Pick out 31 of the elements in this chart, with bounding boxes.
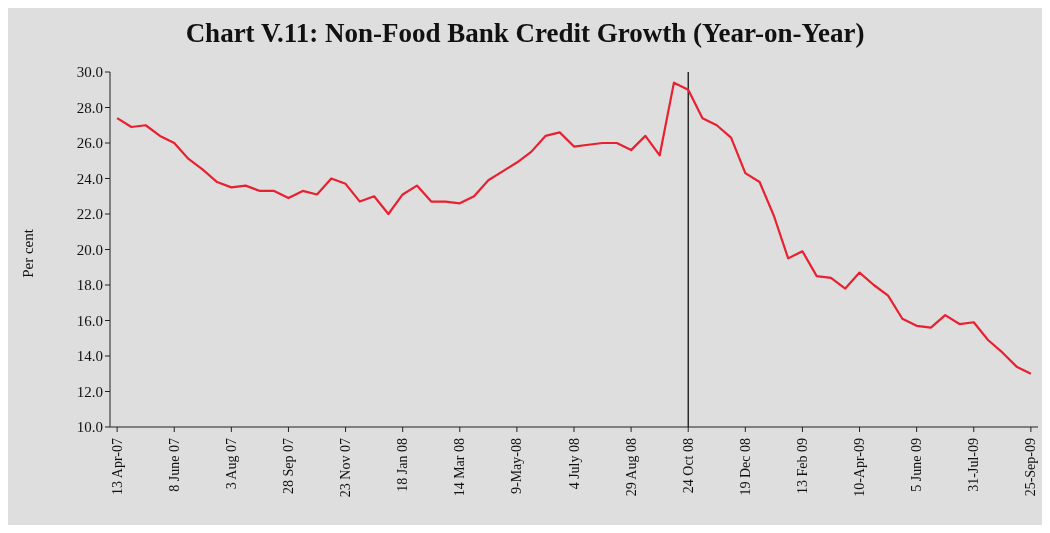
y-tick-label: 22.0 (76, 206, 103, 223)
x-tick-label: 24 Oct 08 (680, 438, 696, 494)
y-tick-label: 10.0 (76, 419, 103, 436)
chart-title: Chart V.11: Non-Food Bank Credit Growth (Year-on-Year) (184, 17, 866, 50)
x-tick-label: 10-Apr-09 (852, 438, 868, 497)
y-tick-label: 20.0 (76, 241, 103, 258)
y-tick-label: 26.0 (76, 135, 103, 152)
y-tick-label: 30.0 (76, 64, 103, 81)
x-tick-label: 5 June 09 (909, 438, 925, 492)
y-tick-label: 28.0 (76, 99, 103, 116)
x-tick-label: 9-May-08 (509, 438, 525, 494)
x-tick-label: 3 Aug 07 (223, 438, 239, 490)
x-tick-label: 4 July 08 (566, 438, 582, 490)
y-tick-label: 16.0 (76, 312, 103, 329)
x-tick-label: 25-Sep-09 (1023, 438, 1039, 497)
x-tick-label: 28 Sep 07 (280, 438, 296, 494)
x-tick-label: 31-Jul-09 (966, 438, 982, 492)
x-tick-label: 14 Mar 08 (452, 438, 468, 497)
y-tick-label: 14.0 (76, 348, 103, 365)
y-tick-label: 12.0 (76, 383, 103, 400)
x-tick-label: 13 Apr-07 (109, 438, 125, 495)
y-tick-label: 24.0 (76, 170, 103, 187)
x-tick-label: 18 Jan 08 (395, 438, 411, 492)
x-tick-label: 8 June 07 (166, 438, 182, 492)
y-tick-label: 18.0 (76, 277, 103, 294)
x-tick-label: 19 Dec 08 (737, 438, 753, 496)
x-tick-label: 13 Feb 09 (794, 438, 810, 494)
x-tick-label: 29 Aug 08 (623, 438, 639, 497)
y-axis-title: Per cent (19, 228, 37, 278)
x-tick-label: 23 Nov 07 (338, 438, 354, 498)
line-series (116, 81, 1032, 375)
